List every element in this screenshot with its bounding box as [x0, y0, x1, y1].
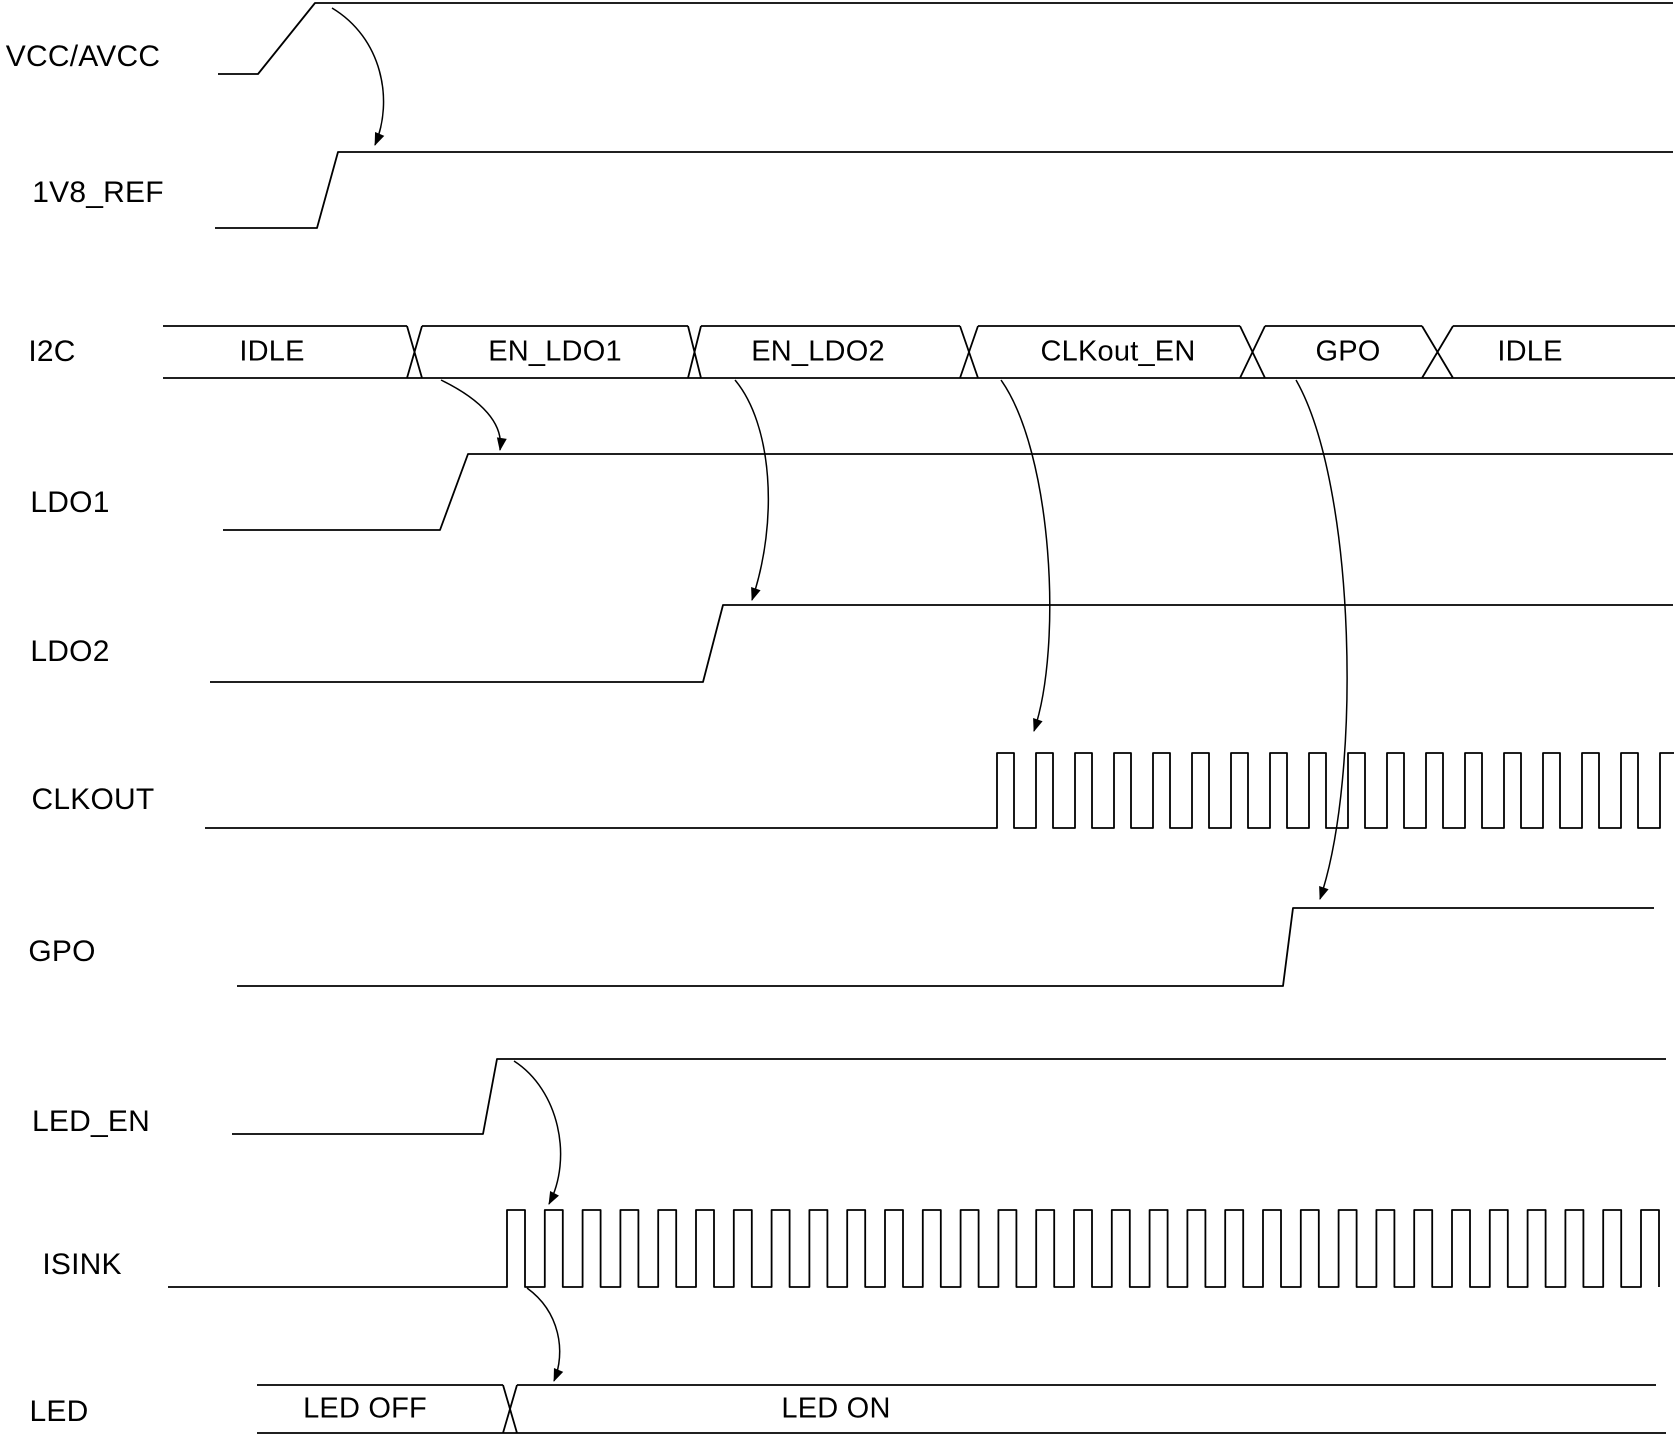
signal-label-ldo2: LDO2: [30, 635, 110, 668]
i2c-segment-label-en-ldo1: EN_LDO1: [488, 335, 622, 368]
signal-label-i2c: I2C: [28, 335, 76, 368]
waveform-isink: [168, 1209, 1660, 1288]
waveform-led_en: [232, 1058, 1666, 1135]
signal-label-ldo1: LDO1: [30, 486, 110, 519]
i2c-segment-label-gpo: GPO: [1315, 335, 1381, 368]
led-segment-label-on: LED ON: [781, 1392, 891, 1425]
i2c-segment-label-idle-2: IDLE: [1497, 335, 1563, 368]
signal-label-vcc: VCC/AVCC: [5, 40, 161, 73]
waveform-led-bus: [257, 1384, 1666, 1434]
waveform-gpo: [237, 907, 1654, 987]
led-segment-label-off: LED OFF: [303, 1392, 427, 1425]
signal-label-isink: ISINK: [42, 1248, 122, 1281]
signal-label-led-en: LED_EN: [32, 1105, 150, 1138]
i2c-segment-label-en-ldo2: EN_LDO2: [751, 335, 885, 368]
waveform-v18ref: [215, 151, 1673, 229]
waveform-i2c-bus: [163, 325, 1675, 379]
arrow-enldo2-to-ldo2: [734, 379, 769, 601]
arrow-leden-to-isink: [513, 1060, 562, 1205]
arrow-enldo1-to-ldo1: [440, 379, 507, 451]
arrow-isink-to-led: [526, 1287, 564, 1382]
waveform-clkout: [205, 752, 1674, 829]
signal-label-clkout: CLKOUT: [31, 783, 155, 816]
signal-label-gpo: GPO: [28, 935, 96, 968]
waveform-ldo2: [210, 604, 1673, 683]
i2c-segment-label-idle-1: IDLE: [239, 335, 305, 368]
signal-label-led: LED: [29, 1395, 89, 1428]
waveform-ldo1: [223, 453, 1673, 531]
waveform-vcc: [218, 2, 1673, 75]
arrow-vcc-to-1v8ref: [331, 7, 385, 146]
i2c-segment-label-clkout-en: CLKout_EN: [1040, 335, 1196, 368]
arrow-clkouten-to-clkout: [1000, 379, 1051, 732]
signal-label-1v8ref: 1V8_REF: [32, 176, 164, 209]
arrow-gpocmd-to-gpo: [1295, 379, 1348, 900]
